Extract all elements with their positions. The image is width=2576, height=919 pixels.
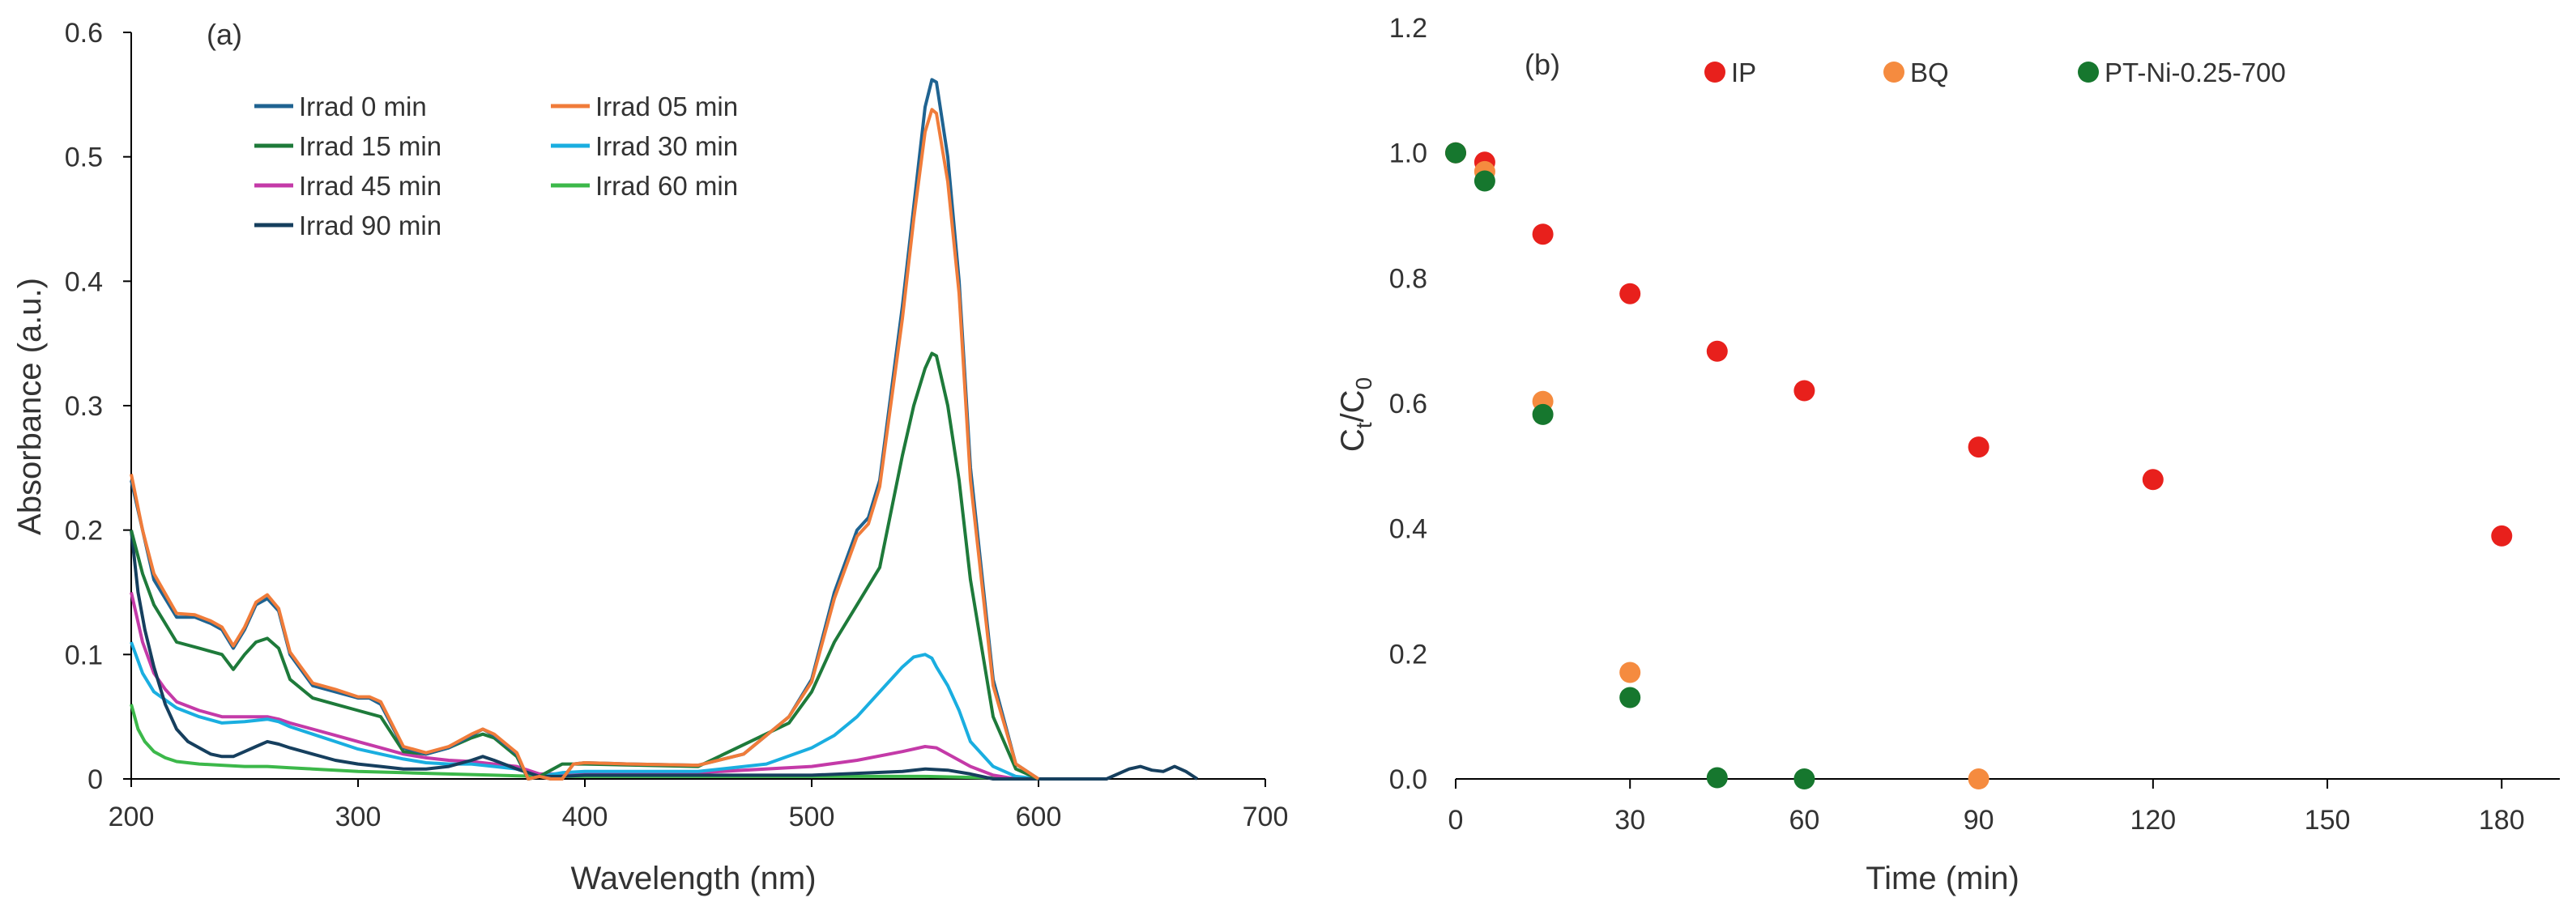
- legend-label: Irrad 0 min: [299, 91, 427, 121]
- panel-a-y-tick-label: 0.4: [65, 266, 103, 297]
- panel-a-y-tick-label: 0.3: [65, 391, 103, 422]
- legend-label: PT-Ni-0.25-700: [2105, 57, 2286, 87]
- panel-b-y-tick-label: 0.6: [1389, 389, 1427, 419]
- y-label-sub-t: t: [1351, 422, 1376, 428]
- chart-panel-a: (a) Wavelength (nm) Absorbance (a.u.) 0 0…: [12, 18, 1288, 896]
- panel-a-y-tick-label: 0.6: [65, 18, 103, 49]
- panel-a-x-tick-label: 200: [109, 802, 155, 832]
- panel-b-x-tick-label: 150: [2305, 805, 2351, 836]
- data-point-pt-ni-0.25-700: [1619, 687, 1641, 708]
- data-point-ip: [1532, 223, 1554, 245]
- panel-b-label: (b): [1525, 48, 1560, 81]
- data-point-bq: [1619, 662, 1641, 683]
- legend-label: Irrad 15 min: [299, 131, 441, 161]
- panel-b-y-axis-label: Ct/C0: [1335, 377, 1376, 452]
- y-label-sub-0: 0: [1351, 377, 1376, 390]
- panel-a-x-tick-label: 500: [789, 802, 835, 832]
- series-line-irrad-90-min: [130, 530, 1199, 781]
- panel-a-y-tick-label: 0.1: [65, 640, 103, 670]
- panel-b-x-axis-label: Time (min): [1866, 861, 2019, 896]
- panel-b-x-tick-label: 90: [1964, 805, 1994, 836]
- data-point-pt-ni-0.25-700: [1474, 170, 1495, 192]
- panel-b-y-tick-label: 0.8: [1389, 263, 1427, 294]
- data-point-ip: [1793, 380, 1815, 402]
- data-point-pt-ni-0.25-700: [1445, 142, 1466, 164]
- panel-a-y-tick-label: 0.2: [65, 516, 103, 547]
- panel-a-y-tick-label: 0.5: [65, 143, 103, 173]
- legend-marker: [1883, 62, 1904, 83]
- data-point-ip: [2491, 525, 2513, 547]
- data-point-pt-ni-0.25-700: [1706, 767, 1728, 789]
- series-line-irrad-30-min: [130, 641, 1039, 781]
- panel-b-y-tick-label: 0.2: [1389, 639, 1427, 670]
- legend-marker: [2078, 62, 2099, 83]
- data-point-ip: [1619, 283, 1641, 304]
- legend-label: Irrad 90 min: [299, 211, 441, 240]
- data-point-pt-ni-0.25-700: [1532, 403, 1554, 425]
- series-line-irrad-05-min: [130, 108, 1040, 781]
- data-point-ip: [2142, 469, 2164, 491]
- panel-a-x-tick-label: 300: [335, 802, 382, 832]
- data-point-pt-ni-0.25-700: [1793, 768, 1815, 789]
- series-line-irrad-15-min: [130, 351, 1039, 781]
- panel-b-y-tick-label: 0.4: [1389, 514, 1427, 545]
- panel-b-x-tick-label: 0: [1448, 805, 1464, 836]
- panel-a-y-tick-label: 0: [87, 764, 103, 795]
- panel-a-x-tick-label: 400: [562, 802, 608, 832]
- panel-b-y-tick-label: 1.0: [1389, 138, 1427, 169]
- legend-label: Irrad 45 min: [299, 171, 441, 201]
- chart-panel-b: (b) Time (min) Ct/C0 0.00.20.40.60.81.01…: [1335, 13, 2560, 896]
- legend-label: IP: [1731, 57, 1756, 87]
- y-label-slash-c: /C: [1335, 389, 1371, 422]
- legend-label: BQ: [1910, 57, 1949, 87]
- data-point-bq: [1968, 768, 1990, 789]
- data-point-ip: [1706, 340, 1728, 362]
- panel-b-y-tick-label: 1.2: [1389, 13, 1427, 44]
- panel-b-x-tick-label: 180: [2479, 805, 2525, 836]
- panel-a-x-tick-label: 600: [1016, 802, 1062, 832]
- panel-b-x-tick-label: 30: [1614, 805, 1645, 836]
- legend-label: Irrad 05 min: [595, 91, 738, 121]
- legend-marker: [1704, 62, 1725, 83]
- panel-a-x-tick-label: 700: [1243, 802, 1289, 832]
- series-line-irrad-45-min: [130, 592, 1017, 781]
- panel-b-x-tick-label: 120: [2130, 805, 2176, 836]
- data-point-ip: [1968, 436, 1990, 458]
- panel-a-label: (a): [207, 18, 242, 51]
- panel-a-y-axis-label: Absorbance (a.u.): [12, 278, 48, 535]
- legend-label: Irrad 60 min: [595, 171, 738, 201]
- panel-b-y-tick-label: 0.0: [1389, 764, 1427, 795]
- panel-a-x-axis-label: Wavelength (nm): [570, 861, 816, 896]
- legend-label: Irrad 30 min: [595, 131, 738, 161]
- y-label-c: C: [1335, 428, 1371, 452]
- panel-b-x-tick-label: 60: [1789, 805, 1820, 836]
